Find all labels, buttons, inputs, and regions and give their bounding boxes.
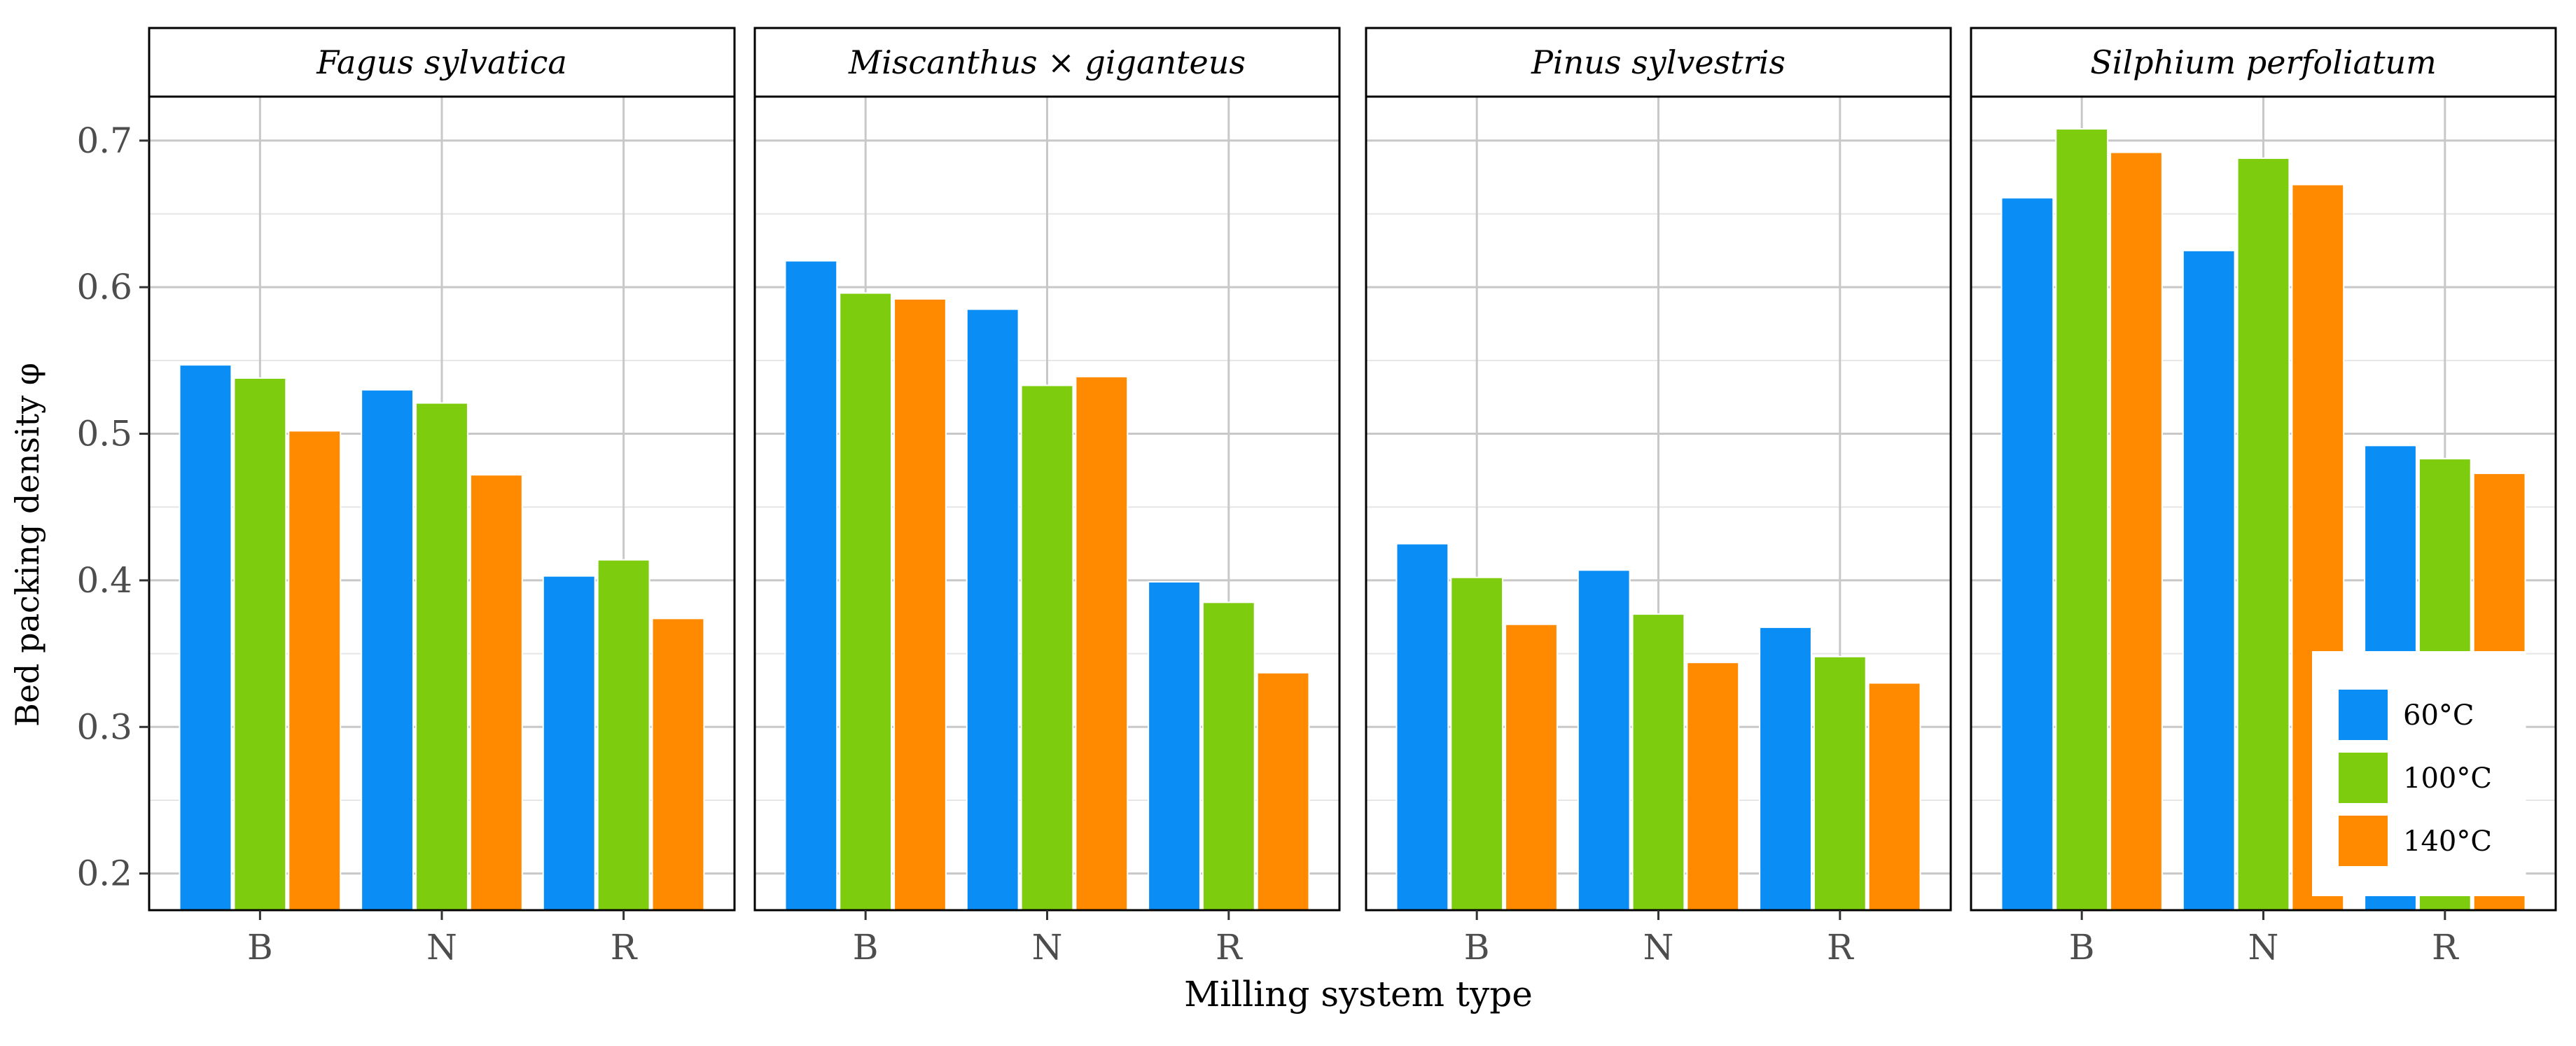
bar-140C-N — [1075, 375, 1129, 911]
panel-strip — [148, 27, 736, 98]
panel-strip — [1365, 27, 1952, 98]
panel-title: Miscanthus × giganteus — [848, 43, 1246, 81]
legend-swatch — [2339, 816, 2388, 866]
x-tick-label: R — [1827, 927, 1854, 968]
bar-100C-B — [1450, 576, 1504, 911]
x-tick-label: R — [611, 927, 638, 968]
bar-100C-R — [597, 559, 650, 911]
legend-swatch — [2339, 753, 2388, 803]
y-axis: 0.2 0.3 0.4 0.5 0.6 0.7 — [76, 120, 149, 894]
x-tick-label: N — [426, 927, 457, 968]
bar-140C-R — [1256, 671, 1310, 911]
bar-60C-N — [2182, 249, 2236, 911]
x-tick-label: B — [2069, 927, 2095, 968]
legend-label: 60°C — [2403, 699, 2474, 732]
legend-label: 100°C — [2403, 762, 2492, 795]
bar-100C-N — [2236, 157, 2290, 911]
bar-60C-R — [1148, 581, 1201, 912]
bar-60C-N — [361, 389, 415, 911]
panel-2: Pinus sylvestris B N R — [1365, 27, 1952, 968]
panel-title: Silphium perfoliatum — [2090, 43, 2437, 81]
bar-100C-N — [1020, 384, 1074, 911]
x-tick-label: B — [247, 927, 273, 968]
bar-140C-B — [893, 298, 947, 911]
panel-title: Fagus sylvatica — [316, 43, 567, 81]
y-tick-label: 0.5 — [76, 414, 132, 454]
bar-100C-N — [1631, 613, 1685, 911]
x-tick-label: B — [1464, 927, 1490, 968]
bar-100C-B — [2055, 128, 2109, 911]
x-tick-label: R — [2432, 927, 2459, 968]
bar-60C-B — [784, 260, 838, 911]
y-tick-label: 0.6 — [76, 267, 132, 307]
bar-140C-R — [1867, 682, 1921, 911]
legend-label: 140°C — [2403, 825, 2492, 858]
x-tick-label: B — [853, 927, 879, 968]
panel-strip — [1970, 27, 2557, 98]
bar-60C-B — [2000, 197, 2054, 912]
bar-140C-R — [651, 618, 705, 912]
x-axis-title: Milling system type — [1184, 974, 1533, 1014]
panel-strip — [753, 27, 1341, 98]
bar-60C-N — [966, 308, 1019, 911]
x-tick-label: N — [2248, 927, 2279, 968]
bar-60C-R — [1759, 626, 1812, 911]
y-tick-label: 0.3 — [76, 706, 132, 747]
bar-140C-B — [288, 430, 342, 911]
x-tick-label: N — [1032, 927, 1063, 968]
panel-title: Pinus sylvestris — [1531, 43, 1785, 81]
x-tick-label: R — [1216, 927, 1243, 968]
bar-60C-R — [542, 575, 596, 911]
bar-100C-N — [415, 402, 468, 911]
legend: 60°C 100°C 140°C — [2312, 651, 2526, 896]
bar-140C-N — [469, 474, 523, 911]
bar-140C-N — [1686, 662, 1740, 911]
bar-100C-B — [839, 292, 893, 912]
y-tick-label: 0.2 — [76, 853, 132, 894]
bar-100C-R — [1202, 601, 1255, 912]
bar-140C-B — [1505, 623, 1558, 911]
bar-100C-B — [233, 377, 287, 911]
bar-60C-N — [1577, 569, 1631, 911]
panel-1: Miscanthus × giganteus B N R — [753, 27, 1341, 968]
legend-swatch — [2339, 690, 2388, 740]
x-tick-label: N — [1643, 927, 1674, 968]
bar-60C-B — [179, 364, 232, 911]
y-tick-label: 0.7 — [76, 120, 132, 161]
panel-0: Fagus sylvatica B N R — [148, 27, 736, 968]
bar-100C-R — [1813, 655, 1867, 912]
y-tick-label: 0.4 — [76, 560, 132, 601]
y-axis-title: Bed packing density φ — [8, 363, 46, 727]
bar-60C-B — [1395, 543, 1449, 911]
bar-140C-B — [2110, 151, 2163, 912]
